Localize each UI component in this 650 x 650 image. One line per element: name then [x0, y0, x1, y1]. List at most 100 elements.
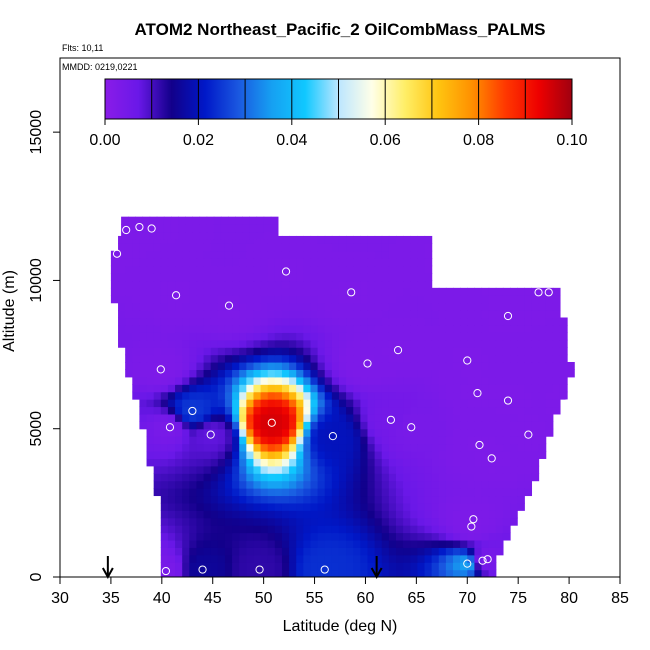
heatmap-cell	[182, 480, 190, 489]
heatmap-cell	[253, 376, 262, 385]
heatmap-cell	[331, 421, 340, 430]
heatmap-cell	[474, 517, 483, 526]
heatmap-cell	[267, 532, 276, 541]
heatmap-cell	[210, 399, 219, 408]
heatmap-cell	[438, 547, 447, 556]
heatmap-cell	[239, 502, 247, 511]
heatmap-cell	[310, 517, 319, 526]
sample-point	[198, 565, 207, 574]
heatmap-cell	[203, 354, 212, 363]
heatmap-cell	[167, 406, 176, 415]
sample-point	[544, 288, 553, 297]
heatmap-cell	[274, 428, 283, 437]
heatmap-cell	[196, 399, 205, 408]
heatmap-cell	[260, 287, 269, 296]
heatmap-cell	[281, 317, 290, 326]
heatmap-cell	[132, 376, 141, 385]
heatmap-cell	[246, 473, 255, 482]
heatmap-cell	[281, 243, 290, 252]
heatmap-cell	[517, 347, 525, 356]
heatmap-cell	[146, 450, 155, 459]
heatmap-cell	[367, 273, 376, 282]
heatmap-cell	[118, 310, 126, 319]
heatmap-cell	[203, 399, 212, 408]
heatmap-cell	[338, 450, 347, 459]
heatmap-cell	[431, 473, 440, 482]
heatmap-cell	[132, 310, 141, 319]
heatmap-cell	[160, 347, 169, 356]
heatmap-cell	[545, 428, 554, 437]
heatmap-cell	[517, 473, 525, 482]
heatmap-cell	[317, 465, 326, 474]
heatmap-cell	[438, 421, 447, 430]
heatmap-cell	[203, 443, 212, 452]
heatmap-cell	[331, 539, 340, 548]
heatmap-cell	[310, 458, 319, 467]
heatmap-cell	[552, 369, 561, 378]
heatmap-cell	[431, 317, 440, 326]
heatmap-cell	[146, 399, 155, 408]
heatmap-cell	[438, 391, 447, 400]
heatmap-cell	[374, 273, 383, 282]
heatmap-cell	[502, 324, 511, 333]
heatmap-cell	[524, 287, 533, 296]
heatmap-cell	[296, 324, 304, 333]
heatmap-cell	[510, 502, 518, 511]
heatmap-cell	[431, 436, 440, 445]
heatmap-cell	[367, 243, 376, 252]
heatmap-cell	[310, 421, 319, 430]
heatmap-cell	[189, 532, 198, 541]
heatmap-cell	[246, 539, 255, 548]
heatmap-cell	[224, 562, 233, 571]
heatmap-cell	[160, 376, 169, 385]
heatmap-cell	[502, 525, 511, 534]
heatmap-cell	[160, 317, 169, 326]
heatmap-cell	[388, 569, 397, 577]
heatmap-cell	[203, 465, 212, 474]
heatmap-cell	[431, 562, 440, 571]
heatmap-cell	[445, 554, 454, 563]
sample-point	[483, 555, 492, 564]
heatmap-cell	[232, 287, 240, 296]
heatmap-cell	[331, 317, 340, 326]
heatmap-cell	[224, 265, 233, 274]
heatmap-cell	[360, 562, 369, 571]
heatmap-cell	[445, 399, 454, 408]
heatmap-cell	[417, 258, 426, 267]
heatmap-cell	[374, 265, 383, 274]
heatmap-cell	[232, 235, 240, 244]
heatmap-cell	[374, 324, 383, 333]
heatmap-cell	[160, 391, 169, 400]
heatmap-cell	[388, 384, 397, 393]
heatmap-cell	[381, 332, 390, 341]
heatmap-cell	[360, 436, 369, 445]
heatmap-cell	[353, 562, 361, 571]
heatmap-cell	[224, 532, 233, 541]
heatmap-cell	[367, 569, 376, 577]
heatmap-cell	[495, 480, 504, 489]
heatmap-cell	[524, 413, 533, 422]
heatmap-cell	[153, 310, 162, 319]
heatmap-cell	[353, 376, 361, 385]
heatmap-cell	[118, 243, 126, 252]
heatmap-cell	[346, 532, 354, 541]
heatmap-cell	[488, 465, 497, 474]
heatmap-cell	[531, 369, 540, 378]
heatmap-cell	[189, 465, 198, 474]
heatmap-cell	[438, 480, 447, 489]
heatmap-cell	[403, 525, 411, 534]
heatmap-cell	[270, 216, 279, 225]
x-tick-label: 55	[306, 590, 324, 607]
heatmap-cell	[182, 317, 190, 326]
heatmap-cell	[274, 384, 283, 393]
heatmap-cell	[303, 547, 312, 556]
heatmap-cell	[303, 265, 312, 274]
heatmap-cell	[531, 428, 540, 437]
heatmap-cell	[310, 258, 319, 267]
heatmap-cell	[110, 280, 119, 289]
heatmap-cell	[331, 562, 340, 571]
heatmap-cell	[531, 443, 540, 452]
heatmap-cell	[189, 436, 198, 445]
heatmap-cell	[296, 339, 304, 348]
heatmap-cell	[559, 339, 568, 348]
